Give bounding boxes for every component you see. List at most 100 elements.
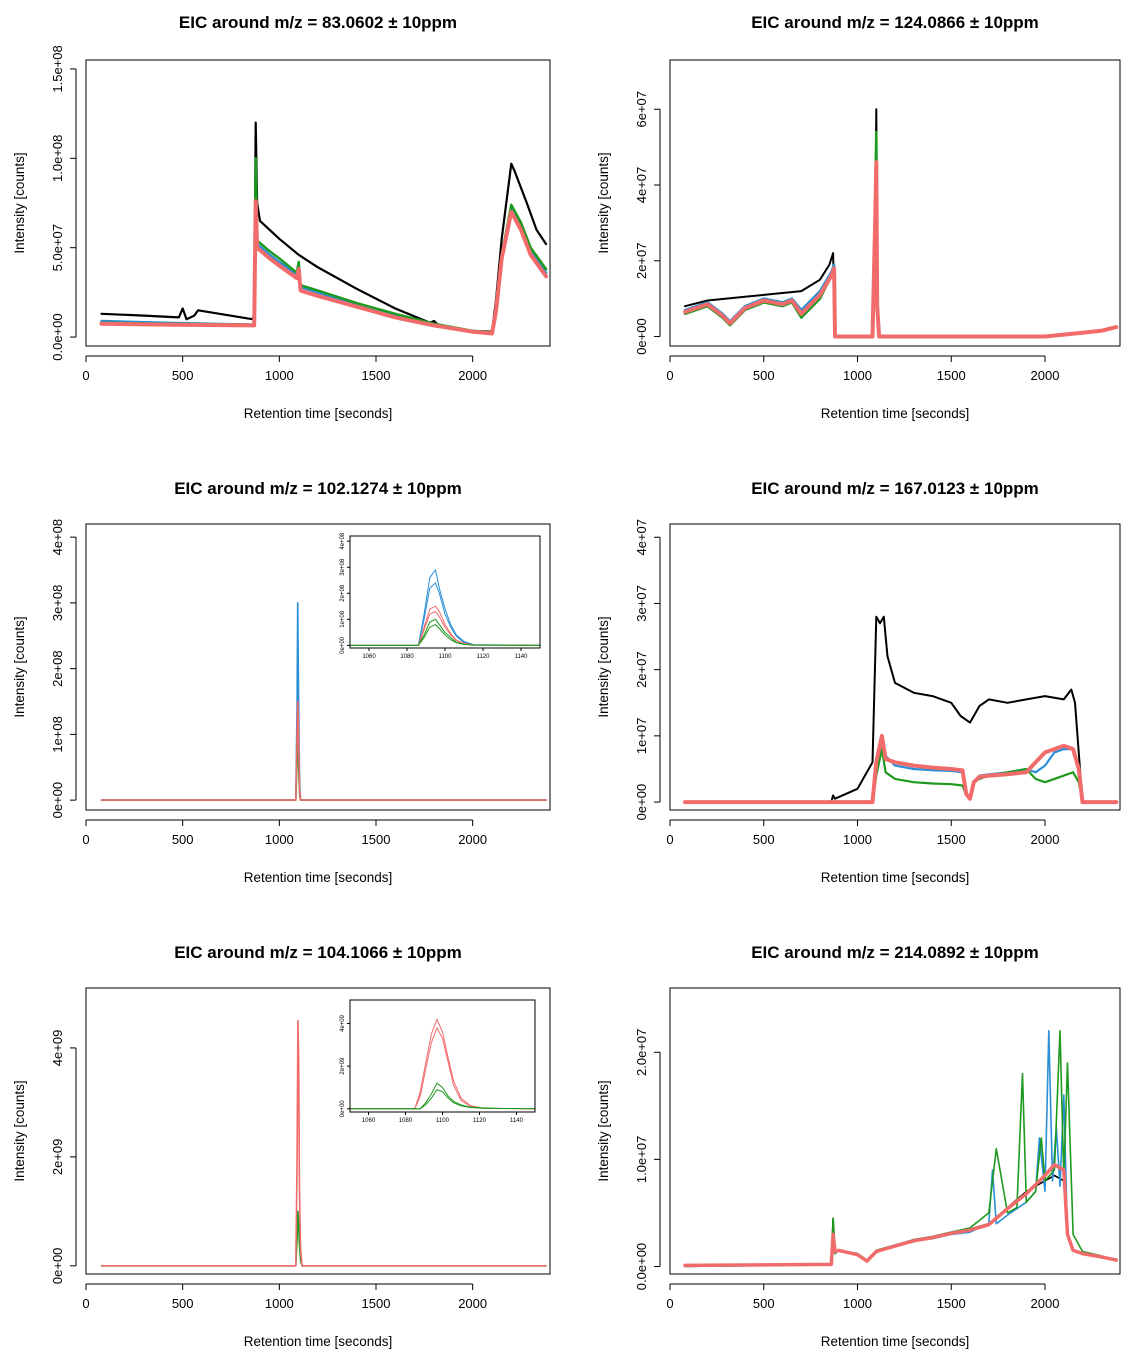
x-tick-label: 2000 — [1031, 1296, 1060, 1311]
x-tick-label: 0 — [82, 832, 89, 847]
y-axis-label: Intensity [counts] — [596, 1080, 611, 1181]
x-tick-label: 500 — [172, 368, 194, 383]
chart-panel-6: EIC around m/z = 214.0892 ± 10ppm 0 500 100… — [596, 943, 1121, 1349]
series-group — [99, 121, 549, 336]
chart-title: EIC around m/z = 214.0892 ± 10ppm — [751, 943, 1039, 962]
y-tick-label: 1e+08 — [50, 716, 65, 753]
inset-chart: 1060 1080 1100 1120 1140 0e+00 2e+09 4e+09 — [340, 999, 536, 1124]
series-line-3 — [100, 157, 548, 334]
series-line-4 — [683, 733, 1119, 805]
y-tick-label: 0e+00 — [50, 782, 65, 819]
plot-frame — [85, 523, 551, 811]
series-line-2 — [684, 1030, 1118, 1268]
x-tick-label: 1000 — [843, 1296, 872, 1311]
y-axis-label: Intensity [counts] — [12, 616, 27, 717]
inset-series-line-1 — [350, 569, 540, 646]
inset-background — [350, 1000, 535, 1112]
inset-series-group — [350, 569, 540, 646]
y-tick-label: 1.0e+08 — [50, 135, 65, 182]
series-line-1 — [684, 615, 1118, 804]
inset-series-group — [350, 1018, 535, 1110]
series-group — [683, 1030, 1119, 1268]
plot-frame — [85, 987, 551, 1275]
x-axis-label: Retention time [seconds] — [821, 870, 970, 885]
x-tick-label: 0 — [666, 832, 673, 847]
plot-frame — [669, 987, 1121, 1275]
x-tick-label: 500 — [753, 1296, 775, 1311]
y-axis-label: Intensity [counts] — [12, 1080, 27, 1181]
x-tick-label: 2000 — [1031, 368, 1060, 383]
x-tick-label: 0 — [666, 1296, 673, 1311]
inset-y-tick-label: 3e+08 — [340, 558, 346, 576]
plot-frame — [669, 59, 1121, 347]
inset-series-line-1 — [350, 1018, 535, 1110]
inset-x-tick-label: 1080 — [400, 654, 414, 660]
plot-frame — [85, 59, 551, 347]
y-tick-label: 4e+07 — [634, 167, 649, 204]
inset-x-tick-label: 1060 — [362, 1118, 376, 1124]
x-tick-label: 500 — [172, 832, 194, 847]
x-tick-label: 1500 — [937, 368, 966, 383]
x-axis-label: Retention time [seconds] — [244, 870, 393, 885]
series-line-2 — [100, 1019, 547, 1267]
x-tick-label: 2000 — [1031, 832, 1060, 847]
series-group — [683, 108, 1119, 339]
inset-x-tick-label: 1100 — [439, 654, 453, 660]
inset-y-tick-label: 4e+08 — [340, 532, 346, 550]
x-axis-label: Retention time [seconds] — [821, 1334, 970, 1349]
inset-series-line-2 — [350, 582, 540, 646]
x-tick-label: 2000 — [458, 832, 487, 847]
inset-x-tick-label: 1120 — [473, 1118, 487, 1124]
x-tick-label: 1500 — [362, 1296, 391, 1311]
y-tick-label: 0e+00 — [634, 784, 649, 821]
y-axis-label: Intensity [counts] — [12, 152, 27, 253]
series-line-2 — [100, 196, 548, 335]
chart-title: EIC around m/z = 167.0123 ± 10ppm — [751, 479, 1039, 498]
x-tick-label: 1500 — [362, 368, 391, 383]
inset-background — [350, 536, 540, 648]
x-tick-label: 1000 — [265, 832, 294, 847]
y-tick-label: 2e+08 — [50, 650, 65, 687]
y-tick-label: 4e+07 — [634, 519, 649, 556]
x-tick-label: 500 — [172, 1296, 194, 1311]
chart-title: EIC around m/z = 104.1066 ± 10ppm — [174, 943, 462, 962]
inset-y-tick-label: 0e+00 — [340, 1100, 346, 1118]
y-axis-label: Intensity [counts] — [596, 152, 611, 253]
x-tick-label: 1500 — [937, 1296, 966, 1311]
y-tick-label: 5.0e+07 — [50, 224, 65, 271]
x-axis-label: Retention time [seconds] — [821, 406, 970, 421]
series-line-4 — [683, 1162, 1119, 1268]
inset-x-tick-label: 1100 — [436, 1118, 450, 1124]
x-tick-label: 2000 — [458, 1296, 487, 1311]
y-tick-label: 2e+07 — [634, 243, 649, 280]
inset-x-tick-label: 1140 — [510, 1118, 524, 1124]
inset-y-tick-label: 1e+08 — [340, 610, 346, 628]
x-tick-label: 500 — [753, 832, 775, 847]
x-axis-label: Retention time [seconds] — [244, 1334, 393, 1349]
y-tick-label: 1.0e+07 — [634, 1136, 649, 1183]
inset-y-tick-label: 4e+09 — [340, 1014, 346, 1032]
y-tick-label: 0e+00 — [50, 1248, 65, 1285]
x-tick-label: 2000 — [458, 368, 487, 383]
y-tick-label: 4e+09 — [50, 1030, 65, 1067]
x-axis-label: Retention time [seconds] — [244, 406, 393, 421]
chart-panel-3: EIC around m/z = 102.1274 ± 10ppm 0 500 100… — [12, 479, 551, 885]
y-tick-label: 0.0e+00 — [634, 1243, 649, 1290]
y-tick-label: 4e+08 — [50, 519, 65, 556]
series-line-2 — [100, 740, 547, 801]
x-tick-label: 0 — [82, 368, 89, 383]
y-tick-label: 0e+00 — [634, 318, 649, 355]
y-tick-label: 2.0e+07 — [634, 1029, 649, 1076]
series-line-1 — [100, 121, 548, 333]
series-line-1 — [100, 1210, 547, 1267]
chart-panel-5: EIC around m/z = 104.1066 ± 10ppm 0 500 100… — [12, 943, 551, 1349]
series-group — [683, 615, 1119, 805]
inset-series-line-2 — [350, 1027, 535, 1110]
inset-chart: 1060 1080 1100 1120 1140 0e+00 1e+08 2e+08 3e+08… — [340, 532, 541, 660]
plot-frame — [669, 523, 1121, 811]
x-tick-label: 1000 — [843, 368, 872, 383]
x-tick-label: 1000 — [265, 368, 294, 383]
x-tick-label: 1500 — [362, 832, 391, 847]
chart-panel-2: EIC around m/z = 124.0866 ± 10ppm 0 500 100… — [596, 13, 1121, 421]
series-line-1 — [684, 108, 1118, 338]
